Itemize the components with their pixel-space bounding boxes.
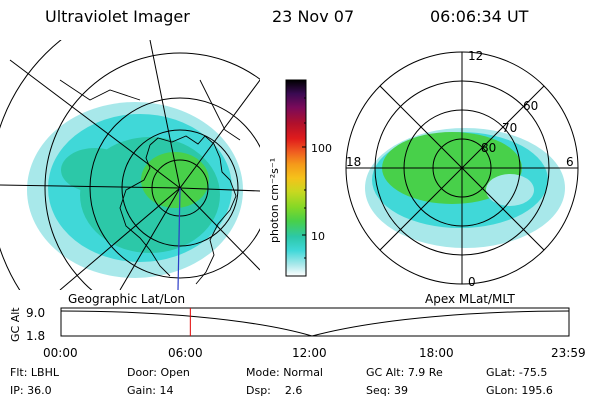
color-bar-unit: photon cm⁻²s⁻¹ [268,158,281,243]
instrument-title: Ultraviolet Imager [45,7,190,26]
time-tick-2359: 23:59 [551,346,586,360]
gcalt-label: GC Alt: [366,366,405,379]
glat-label: GLat: [486,366,516,379]
latitude-rings [0,40,260,290]
image-time: 06:06:34 UT [430,7,529,26]
glon-value: 195.6 [521,384,553,397]
gain-status: Gain: 14 [127,384,174,397]
coastline [119,135,237,285]
magnetic-polar-plot: 12 18 6 0 60 70 80 [345,49,579,289]
seq-status: Seq: 39 [366,384,408,397]
oval-dawn [486,174,534,206]
gcalt-status: GC Alt: 7.9 Re [366,366,443,379]
dsp-label: Dsp: [246,384,271,397]
color-tick-100: 100 [311,142,332,155]
color-tick-10: 10 [311,230,325,243]
mlat-label-60: 60 [523,99,538,113]
glon-status: GLon: 195.6 [486,384,553,397]
door-value: Open [160,366,190,379]
seq-label: Seq: [366,384,391,397]
coastline-outer [59,79,241,141]
dsp-status: Dsp: 2.6 [246,384,302,397]
time-tick-0000: 00:00 [43,346,78,360]
color-bar [285,79,307,277]
mlt-label-12: 12 [468,49,483,63]
altitude-ylabel: GC Alt [9,307,22,342]
altitude-curve [60,310,570,337]
seq-value: 39 [393,384,408,397]
mlat-label-80: 80 [481,141,496,155]
time-tick-1200: 12:00 [292,346,327,360]
color-bar-ticks [302,97,306,259]
ip-status: IP: 36.0 [10,384,52,397]
gain-value: 14 [159,384,174,397]
filter-label: Flt: [10,366,28,379]
mlt-label-18: 18 [346,155,361,169]
dsp-value: 2.6 [284,384,303,397]
emission-patch [61,148,129,192]
mode-value: Normal [283,366,323,379]
mode-label: Mode: [246,366,280,379]
mlt-label-6: 6 [566,155,574,169]
geographic-image [0,40,260,290]
gcalt-value: 7.9 Re [407,366,443,379]
longitude-lines [0,40,260,290]
ip-label: IP: [10,384,24,397]
altitude-ytick-low: 1.8 [26,329,45,343]
mlat-label-70: 70 [502,121,517,135]
door-label: Door: [127,366,157,379]
mode-status: Mode: Normal [246,366,323,379]
time-tick-1800: 18:00 [419,346,454,360]
filter-value: LBHL [30,366,59,379]
image-date: 23 Nov 07 [272,7,355,26]
color-scale: 100 10 photon cm⁻²s⁻¹ [268,79,332,277]
meridian-line [177,187,181,290]
glat-value: -75.5 [518,366,548,379]
glon-label: GLon: [486,384,518,397]
glat-status: GLat: -75.5 [486,366,547,379]
altitude-ytick-high: 9.0 [26,306,45,320]
magnetic-label: Apex MLat/MLT [425,292,515,306]
time-tick-0600: 06:00 [168,346,203,360]
altitude-plot: GC Alt 9.0 1.8 [9,306,570,343]
filter-status: Flt: LBHL [10,366,59,379]
door-status: Door: Open [127,366,190,379]
ip-value: 36.0 [27,384,52,397]
mlt-label-0: 0 [468,275,476,289]
altitude-frame [60,307,570,337]
mlt-spokes [346,52,578,284]
gain-label: Gain: [127,384,156,397]
emission-core [141,152,209,208]
geographic-label: Geographic Lat/Lon [68,292,186,306]
